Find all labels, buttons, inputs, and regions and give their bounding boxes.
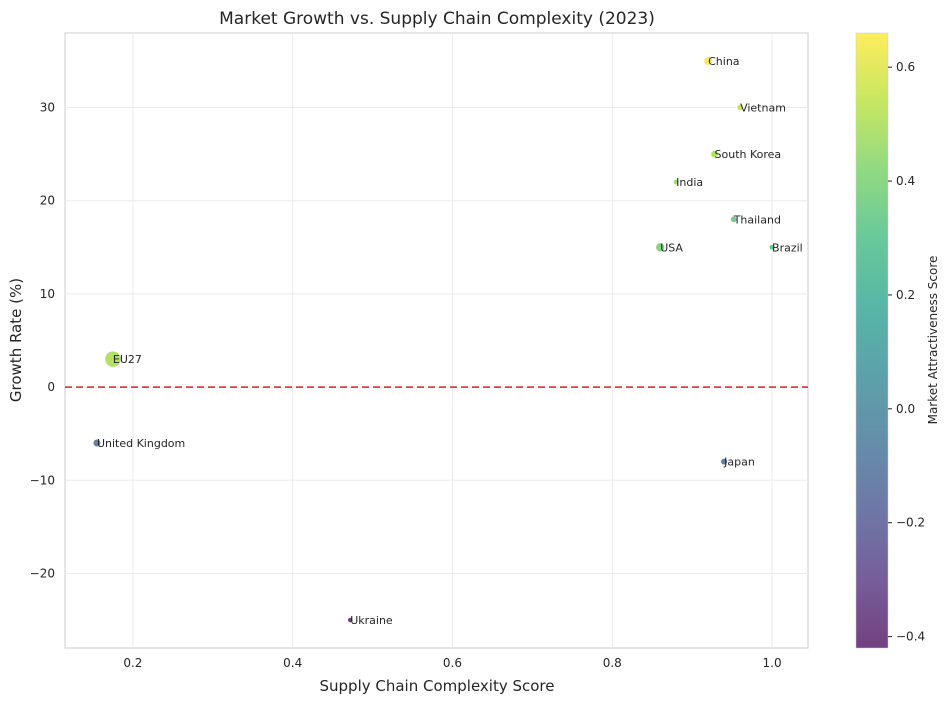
data-point: [736, 104, 744, 112]
point-label: China: [708, 55, 739, 68]
point-label: South Korea: [715, 148, 782, 161]
x-tick-label: 0.4: [283, 656, 302, 670]
data-point: [703, 56, 713, 66]
data-point: [673, 179, 680, 186]
colorbar: −0.4 −0.2 0.0 0.2 0.4 0.6 Market Attractivene…: [855, 32, 940, 649]
plot-area: China Vietnam South Korea India Thailand USA B…: [64, 32, 809, 649]
data-point: [104, 350, 122, 368]
x-tick-label: 0.6: [443, 656, 462, 670]
point-label: Thailand: [733, 213, 781, 226]
data-point: [710, 150, 719, 159]
chart-title: Market Growth vs. Supply Chain Complexit…: [219, 9, 655, 29]
y-tick-label: 20: [40, 194, 55, 208]
y-tick-label: 0: [47, 380, 55, 394]
colorbar-tick-label: 0.0: [896, 402, 915, 416]
point-label: Ukraine: [350, 614, 393, 627]
y-tick-label: 10: [40, 287, 55, 301]
data-point: [347, 617, 354, 623]
y-tick-label: −10: [30, 473, 55, 487]
colorbar-tick-label: 0.2: [896, 288, 915, 302]
data-point: [720, 458, 728, 466]
data-point: [655, 242, 665, 253]
x-axis-label: Supply Chain Complexity Score: [320, 677, 555, 695]
point-label: USA: [660, 241, 683, 254]
data-point: [769, 244, 776, 251]
point-label: United Kingdom: [97, 437, 185, 450]
y-axis-ticks: −20 −10 0 10 20 30: [30, 101, 55, 581]
point-label: EU27: [113, 353, 142, 366]
y-tick-label: 30: [40, 101, 55, 115]
point-label: Japan: [723, 456, 755, 469]
colorbar-label: Market Attractiveness Score: [926, 256, 940, 425]
grid: [65, 33, 808, 648]
point-label: Brazil: [772, 241, 803, 254]
colorbar-tick-label: 0.6: [896, 60, 915, 74]
point-labels: China Vietnam South Korea India Thailand USA B…: [97, 55, 803, 627]
colorbar-tick-label: 0.4: [896, 174, 915, 188]
colorbar-ticks: −0.4 −0.2 0.0 0.2 0.4 0.6: [888, 60, 925, 644]
x-tick-label: 0.2: [123, 656, 142, 670]
data-point: [92, 438, 102, 448]
point-label: India: [676, 176, 703, 189]
data-points: [92, 56, 776, 623]
plot-background: [64, 32, 809, 649]
colorbar-tick-label: −0.2: [896, 516, 925, 530]
point-label: Vietnam: [740, 102, 786, 115]
colorbar-tick-label: −0.4: [896, 630, 925, 644]
y-tick-label: −20: [30, 566, 55, 580]
data-point: [730, 215, 738, 223]
y-axis-label: Growth Rate (%): [7, 278, 25, 402]
colorbar-gradient: [855, 32, 889, 649]
x-tick-label: 0.8: [603, 656, 622, 670]
x-tick-label: 1.0: [763, 656, 782, 670]
x-axis-ticks: 0.2 0.4 0.6 0.8 1.0: [123, 656, 781, 670]
